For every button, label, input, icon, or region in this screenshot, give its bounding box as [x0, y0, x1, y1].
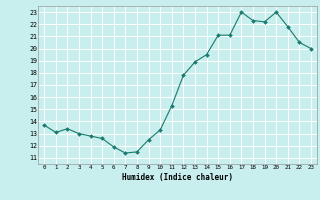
X-axis label: Humidex (Indice chaleur): Humidex (Indice chaleur) — [122, 173, 233, 182]
